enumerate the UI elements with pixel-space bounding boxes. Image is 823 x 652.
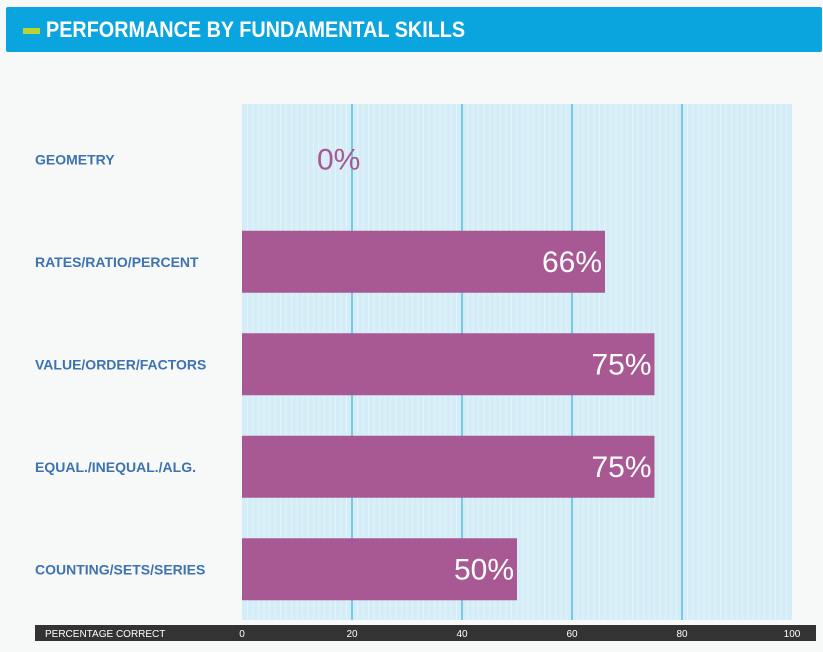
category-label: VALUE/ORDER/FACTORS <box>35 356 206 372</box>
x-tick-label: 0 <box>239 629 245 640</box>
x-axis-title: PERCENTAGE CORRECT <box>45 629 165 640</box>
category-label: RATES/RATIO/PERCENT <box>35 254 199 270</box>
bar-value-label: 66% <box>542 246 602 279</box>
category-label: COUNTING/SETS/SERIES <box>35 561 205 577</box>
header-accent-mark <box>23 28 40 34</box>
bar <box>242 435 655 498</box>
bar <box>242 538 517 601</box>
x-tick-label: 60 <box>566 629 578 640</box>
bar-value-label: 75% <box>591 451 651 484</box>
section-header: PERFORMANCE BY FUNDAMENTAL SKILLS <box>6 7 822 52</box>
section-title: PERFORMANCE BY FUNDAMENTAL SKILLS <box>46 17 466 42</box>
bar <box>242 333 655 396</box>
x-tick-label: 40 <box>456 629 468 640</box>
x-tick-label: 20 <box>346 629 358 640</box>
bar-value-label: 0% <box>317 143 360 176</box>
x-axis-bar <box>35 625 816 641</box>
x-tick-label: 100 <box>784 629 801 640</box>
bar-value-label: 75% <box>591 348 651 381</box>
category-label: GEOMETRY <box>35 151 115 167</box>
bar-value-label: 50% <box>454 553 514 586</box>
bar <box>242 230 605 293</box>
x-tick-label: 80 <box>676 629 688 640</box>
category-label: EQUAL./INEQUAL./ALG. <box>35 459 196 475</box>
